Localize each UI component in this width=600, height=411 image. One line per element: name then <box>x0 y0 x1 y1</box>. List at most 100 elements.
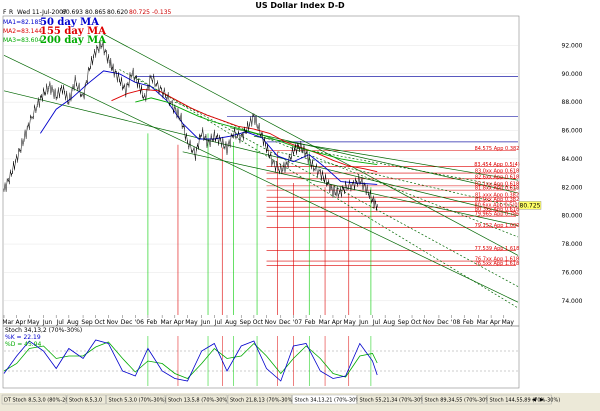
time-tick-label: Mar <box>477 319 489 326</box>
time-tick-label: Oct <box>95 319 106 326</box>
fib-level-label: 80.3xx App 0.618 <box>475 207 519 213</box>
tab-3-label[interactable]: Stoch 5,3,0 (70%-30%) <box>109 398 167 404</box>
time-tick-label: Dec <box>121 319 133 326</box>
time-tick-label: Jun <box>200 319 211 326</box>
fib-level-label: 76.7xx App 1.618 <box>475 257 519 263</box>
tab-9-label[interactable]: Stoch 144,55,89 (70%-30%) <box>490 398 561 404</box>
time-tick-label: Apr <box>174 319 185 326</box>
last-price-tag-bg <box>518 201 542 210</box>
tab-4-label[interactable]: Stoch 13,5,8 (70%-30%) <box>168 398 229 404</box>
price-tick-label: 86.000 <box>562 128 583 135</box>
time-tick-label: Apr <box>490 319 501 326</box>
price-line <box>3 41 378 210</box>
time-tick-label: May <box>27 319 40 326</box>
time-tick-label: Sep <box>240 319 252 326</box>
fib-level-label: 81.0xx App 0.382 <box>475 197 519 203</box>
tab-4-bg <box>165 394 228 405</box>
time-tick-label: Aug <box>67 319 79 326</box>
time-tick-label: Jun <box>42 319 53 326</box>
stoch-k-label: %K = 22.19 <box>5 334 41 341</box>
tab-next-icon[interactable]: ▶ <box>540 397 544 403</box>
fib-level-label: 79.965 App 0.786 <box>475 212 520 218</box>
price-tick-label: 76.000 <box>562 269 583 276</box>
tab-3-bg <box>106 394 166 405</box>
ma1-readout: MA1=82.185 <box>3 19 42 26</box>
trendline <box>103 33 519 256</box>
fib-level-label: 83.454 App 0.5(4) <box>474 162 520 168</box>
fib-level-label: 83.0xx App 0.618 <box>475 169 519 175</box>
time-tick-label: Sep <box>81 319 93 326</box>
time-tick-label: '06 <box>135 319 144 326</box>
tab-5-bg <box>227 394 292 405</box>
time-tick-label: '07 <box>293 319 302 326</box>
stoch-d-label: %D = 45.94 <box>5 341 42 348</box>
fib-level-label: 81.8xx App 0.618 <box>475 186 519 192</box>
time-tick-label: Mar <box>160 319 172 326</box>
tab-2-label[interactable]: Stoch 8,5,3,0 <box>69 398 102 404</box>
fib-level-label: 79.152 App 1.000 <box>475 223 520 229</box>
tab-7-label[interactable]: Stoch 55,21,34 (70%-30%) <box>360 398 428 404</box>
tab-6-label[interactable]: Stoch 34,13,21 (70%-30%) <box>295 398 363 404</box>
time-tick-label: May <box>185 319 198 326</box>
fib-level-label: 77.539 App 1.618 <box>475 246 520 252</box>
stoch-series-group <box>3 339 378 382</box>
fib-levels <box>266 150 516 266</box>
tab-2-bg <box>66 394 106 405</box>
tab-strip: DT Stoch 8,5,3,0 (80%-20%)Stoch 8,5,3,0 S… <box>1 394 561 405</box>
fib-level-labels: 84.575 App 0.382 83.454 App 0.5(4)83.0xx … <box>474 146 520 267</box>
time-tick-label: Aug <box>383 319 395 326</box>
horizontal-levels <box>135 76 518 143</box>
trendline <box>230 127 519 194</box>
ma2-readout: MA2=83.144 <box>3 28 42 35</box>
price-tick-label: 74.000 <box>562 298 583 305</box>
tab-8-bg <box>422 394 487 405</box>
tab-8-label[interactable]: Stoch 89,34,55 (70%-30%) <box>425 398 493 404</box>
time-tick-label: Jun <box>358 319 369 326</box>
header-open: 80.693 <box>62 9 83 16</box>
time-tick-label: Jul <box>56 319 65 326</box>
time-tick-label: May <box>502 319 515 326</box>
time-tick-label: Nov <box>107 319 119 326</box>
time-tick-label: Oct <box>253 319 264 326</box>
time-tick-label: '08 <box>451 319 460 326</box>
stoch-d-line <box>3 341 378 379</box>
time-tick-label: Nov <box>265 319 277 326</box>
price-gridlines <box>4 45 518 302</box>
time-axis: Mar Apr May Jun Jul Aug Sep Oct Nov Dec '06 Feb Mar A… <box>2 315 514 326</box>
header-date: Wed 11-Jul-2007 <box>17 9 67 16</box>
time-tick-label: Feb <box>463 319 474 326</box>
time-tick-label: Jul <box>214 319 223 326</box>
last-price-label: 80.725 <box>520 202 541 209</box>
time-tick-label: Apr <box>332 319 343 326</box>
price-tick-label: 80.000 <box>562 213 583 220</box>
time-tick-label: Sep <box>398 319 410 326</box>
header-close: 80.725 <box>129 9 150 16</box>
vertical-markers <box>147 133 372 315</box>
mode-letter-r[interactable]: R <box>9 9 13 16</box>
time-tick-label: May <box>343 319 356 326</box>
ma2-name: 155 day MA <box>40 26 106 37</box>
trendline <box>135 76 519 309</box>
ma3-name: 200 day MA <box>40 35 106 46</box>
header-change: -0.135 <box>152 9 172 16</box>
moving-average-line <box>111 88 378 173</box>
tab-6-bg <box>292 394 357 405</box>
tab-scroll-arrows: ◀ ▶ <box>532 397 544 403</box>
tab-7-bg <box>357 394 422 405</box>
header-high: 80.865 <box>85 9 106 16</box>
fib-level-label: 84.575 App 0.382 <box>475 146 520 152</box>
tab-5-label[interactable]: Stoch 21,8,13 (70%-30%) <box>230 398 294 404</box>
trendline <box>3 90 519 217</box>
time-tick-label: Nov <box>423 319 435 326</box>
price-tick-label: 88.000 <box>562 99 583 106</box>
tab-1-label[interactable]: DT Stoch 8,5,3,0 (80%-20%) <box>4 398 75 404</box>
tab-prev-icon[interactable]: ◀ <box>532 397 536 403</box>
time-tick-label: Apr <box>15 319 26 326</box>
time-tick-label: Dec <box>437 319 449 326</box>
fib-level-label: 82.1xx App 0.618 <box>475 181 519 187</box>
time-tick-label: Mar <box>319 319 331 326</box>
price-tick-label: 82.000 <box>562 184 583 191</box>
fib-level-label: 82.6xx App 0.618 <box>475 174 519 180</box>
header-low: 80.620 <box>107 9 128 16</box>
mode-letter-f[interactable]: F <box>3 9 7 16</box>
